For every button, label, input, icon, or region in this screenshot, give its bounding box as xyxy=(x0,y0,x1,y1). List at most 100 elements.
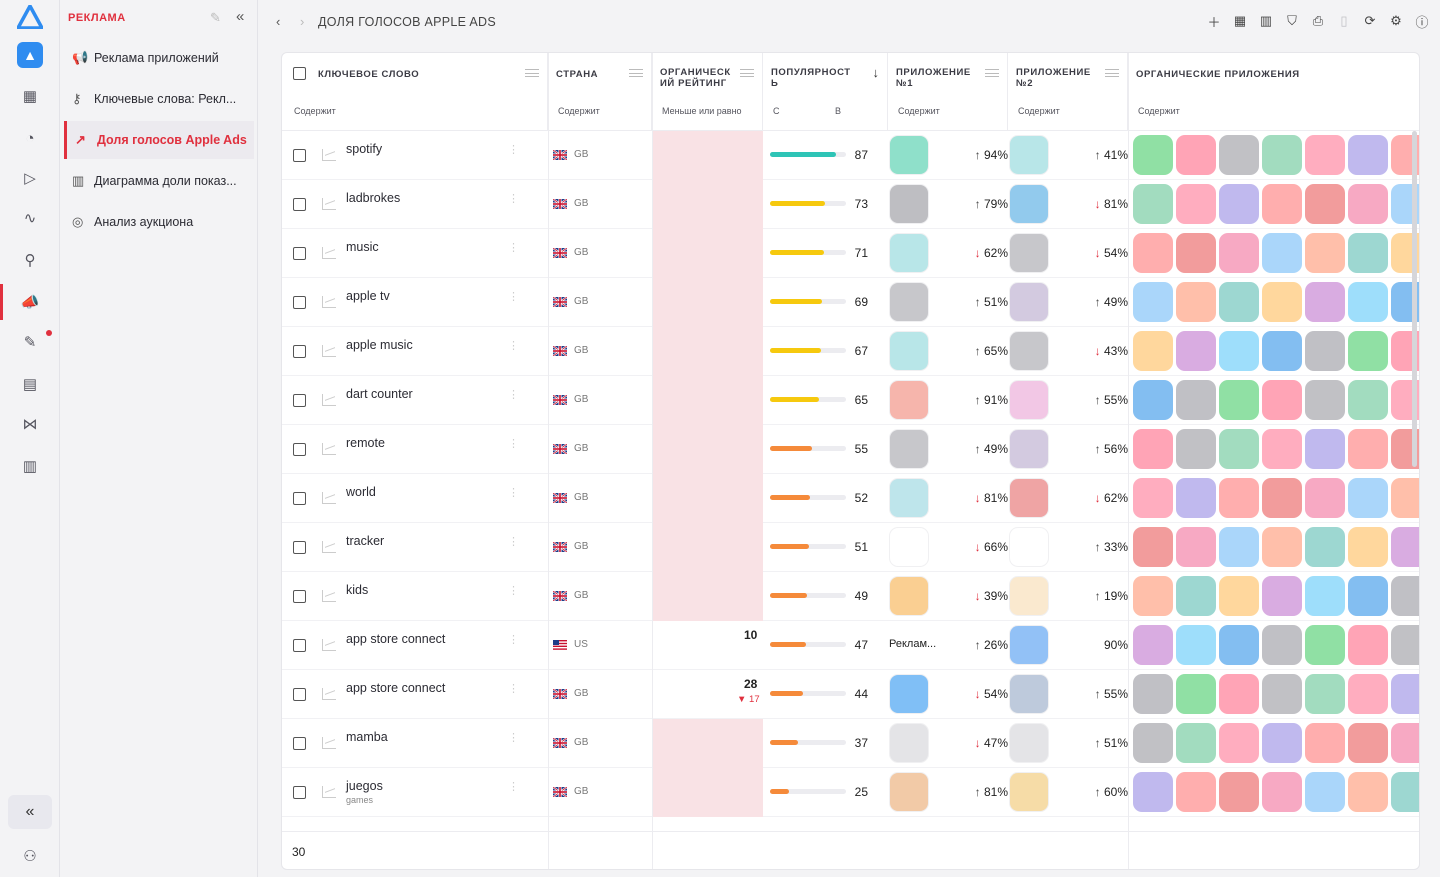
logo-icon[interactable] xyxy=(17,5,43,29)
organic-app-icon[interactable] xyxy=(1348,135,1388,175)
col-filter[interactable]: Содержит xyxy=(1018,106,1060,116)
table-row[interactable]: apple tv ⋮ GB 69 ↑ 51% ↑ 49% xyxy=(282,278,1419,327)
megaphone-icon[interactable]: 📣 xyxy=(20,294,40,311)
add-icon[interactable]: ＋ xyxy=(1207,14,1221,30)
organic-app-icon[interactable] xyxy=(1219,380,1259,420)
apple-icon[interactable]: ◔ xyxy=(25,129,35,147)
trend-chart-icon[interactable] xyxy=(322,786,336,798)
organic-app-icon[interactable] xyxy=(1305,772,1345,812)
col-app1[interactable]: ПРИЛОЖЕНИЕ №1 Содержит xyxy=(888,53,1008,131)
column-menu-icon[interactable] xyxy=(525,69,539,77)
app1-icon[interactable] xyxy=(889,478,929,518)
organic-app-icon[interactable] xyxy=(1219,282,1259,322)
keyword-text[interactable]: spotify xyxy=(346,142,383,156)
back-icon[interactable]: ‹ xyxy=(276,14,281,29)
organic-app-icon[interactable] xyxy=(1348,380,1388,420)
organic-app-icon[interactable] xyxy=(1133,184,1173,224)
col-keyword[interactable]: КЛЮЧЕВОЕ СЛОВО Содержит xyxy=(282,53,548,131)
organic-app-icon[interactable] xyxy=(1262,625,1302,665)
table-row[interactable]: app store connect ⋮ GB 28 ▼ 17 44 ↓ 54% ↑ 55% xyxy=(282,670,1419,719)
organic-app-icon[interactable] xyxy=(1305,282,1345,322)
organic-app-icon[interactable] xyxy=(1262,331,1302,371)
organic-app-icon[interactable] xyxy=(1219,233,1259,273)
table-row[interactable]: juegos games ⋮ GB 25 ↑ 81% ↑ 60% xyxy=(282,768,1419,817)
organic-app-icon[interactable] xyxy=(1305,625,1345,665)
filter-icon[interactable]: ⛉ xyxy=(1287,13,1297,28)
organic-app-icon[interactable] xyxy=(1262,723,1302,763)
app1-icon[interactable] xyxy=(889,184,929,224)
organic-app-icon[interactable] xyxy=(1133,772,1173,812)
row-checkbox[interactable] xyxy=(293,296,306,309)
app1-icon[interactable] xyxy=(889,233,929,273)
organic-app-icon[interactable] xyxy=(1348,478,1388,518)
table-row[interactable]: ladbrokes ⋮ GB 73 ↑ 79% ↓ 81% xyxy=(282,180,1419,229)
app1-icon[interactable] xyxy=(889,527,929,567)
app2-icon[interactable] xyxy=(1009,723,1049,763)
organic-app-icon[interactable] xyxy=(1262,576,1302,616)
nav-item-app-ads[interactable]: 📢 Реклама приложений xyxy=(64,39,254,77)
keyword-text[interactable]: world xyxy=(346,485,376,499)
row-checkbox[interactable] xyxy=(293,394,306,407)
organic-app-icon[interactable] xyxy=(1176,527,1216,567)
organic-app-icon[interactable] xyxy=(1219,527,1259,567)
table-row[interactable]: mamba ⋮ GB 37 ↓ 47% ↑ 51% xyxy=(282,719,1419,768)
organic-app-icon[interactable] xyxy=(1391,723,1419,763)
organic-app-icon[interactable] xyxy=(1262,772,1302,812)
organic-app-icon[interactable] xyxy=(1219,625,1259,665)
app2-icon[interactable] xyxy=(1009,233,1049,273)
organic-app-icon[interactable] xyxy=(1219,674,1259,714)
row-menu-icon[interactable]: ⋮ xyxy=(508,683,519,695)
trend-chart-icon[interactable] xyxy=(322,394,336,406)
organic-app-icon[interactable] xyxy=(1219,478,1259,518)
table-row[interactable]: kids ⋮ GB 49 ↓ 39% ↑ 19% xyxy=(282,572,1419,621)
keyword-text[interactable]: juegos xyxy=(346,779,383,793)
trend-chart-icon[interactable] xyxy=(322,688,336,700)
organic-app-icon[interactable] xyxy=(1133,478,1173,518)
organic-app-icon[interactable] xyxy=(1391,527,1419,567)
organic-app-icon[interactable] xyxy=(1219,331,1259,371)
organic-app-icon[interactable] xyxy=(1133,233,1173,273)
col-popularity[interactable]: ПОПУЛЯРНОСТ Ь ↓ С В xyxy=(763,53,888,131)
nav-item-keywords[interactable]: ⚷ Ключевые слова: Рекл... xyxy=(64,80,254,118)
vertical-scrollbar[interactable] xyxy=(1412,131,1417,467)
vs-icon[interactable]: ⋈ xyxy=(22,416,38,433)
organic-app-icon[interactable] xyxy=(1219,576,1259,616)
trend-chart-icon[interactable] xyxy=(322,443,336,455)
organic-app-icon[interactable] xyxy=(1133,576,1173,616)
trend-chart-icon[interactable] xyxy=(322,198,336,210)
col-filter-to[interactable]: В xyxy=(835,106,842,116)
organic-app-icon[interactable] xyxy=(1305,478,1345,518)
organic-app-icon[interactable] xyxy=(1133,674,1173,714)
trend-icon[interactable]: ∿ xyxy=(23,210,37,227)
col-organic-rank[interactable]: ОРГАНИЧЕСК ИЙ РЕЙТИНГ Меньше или равно xyxy=(652,53,763,131)
organic-app-icon[interactable] xyxy=(1176,429,1216,469)
organic-app-icon[interactable] xyxy=(1219,429,1259,469)
row-checkbox[interactable] xyxy=(293,639,306,652)
keyword-text[interactable]: ladbrokes xyxy=(346,191,401,205)
row-checkbox[interactable] xyxy=(293,492,306,505)
col-filter[interactable]: Меньше или равно xyxy=(662,106,742,116)
column-menu-icon[interactable] xyxy=(629,69,643,77)
nav-item-impression-chart[interactable]: ▥ Диаграмма доли показ... xyxy=(64,162,254,200)
organic-app-icon[interactable] xyxy=(1391,625,1419,665)
trend-chart-icon[interactable] xyxy=(322,345,336,357)
col-filter[interactable]: Содержит xyxy=(898,106,940,116)
user-icon[interactable]: ⚇ xyxy=(23,848,37,865)
keyword-text[interactable]: mamba xyxy=(346,730,388,744)
organic-app-icon[interactable] xyxy=(1176,380,1216,420)
keyword-text[interactable]: app store connect xyxy=(346,681,446,695)
collapse-rail-button[interactable]: « xyxy=(8,795,52,829)
organic-app-icon[interactable] xyxy=(1391,576,1419,616)
app2-icon[interactable] xyxy=(1009,331,1049,371)
organic-app-icon[interactable] xyxy=(1391,674,1419,714)
row-menu-icon[interactable]: ⋮ xyxy=(508,634,519,646)
column-menu-icon[interactable] xyxy=(1105,69,1119,77)
row-checkbox[interactable] xyxy=(293,443,306,456)
store-icon[interactable]: ▥ xyxy=(22,458,38,475)
table-row[interactable]: tracker ⋮ GB 51 ↓ 66% ↑ 33% xyxy=(282,523,1419,572)
organic-app-icon[interactable] xyxy=(1176,625,1216,665)
organic-app-icon[interactable] xyxy=(1305,723,1345,763)
keyword-text[interactable]: apple tv xyxy=(346,289,390,303)
table-row[interactable]: remote ⋮ GB 55 ↑ 49% ↑ 56% xyxy=(282,425,1419,474)
row-checkbox[interactable] xyxy=(293,737,306,750)
